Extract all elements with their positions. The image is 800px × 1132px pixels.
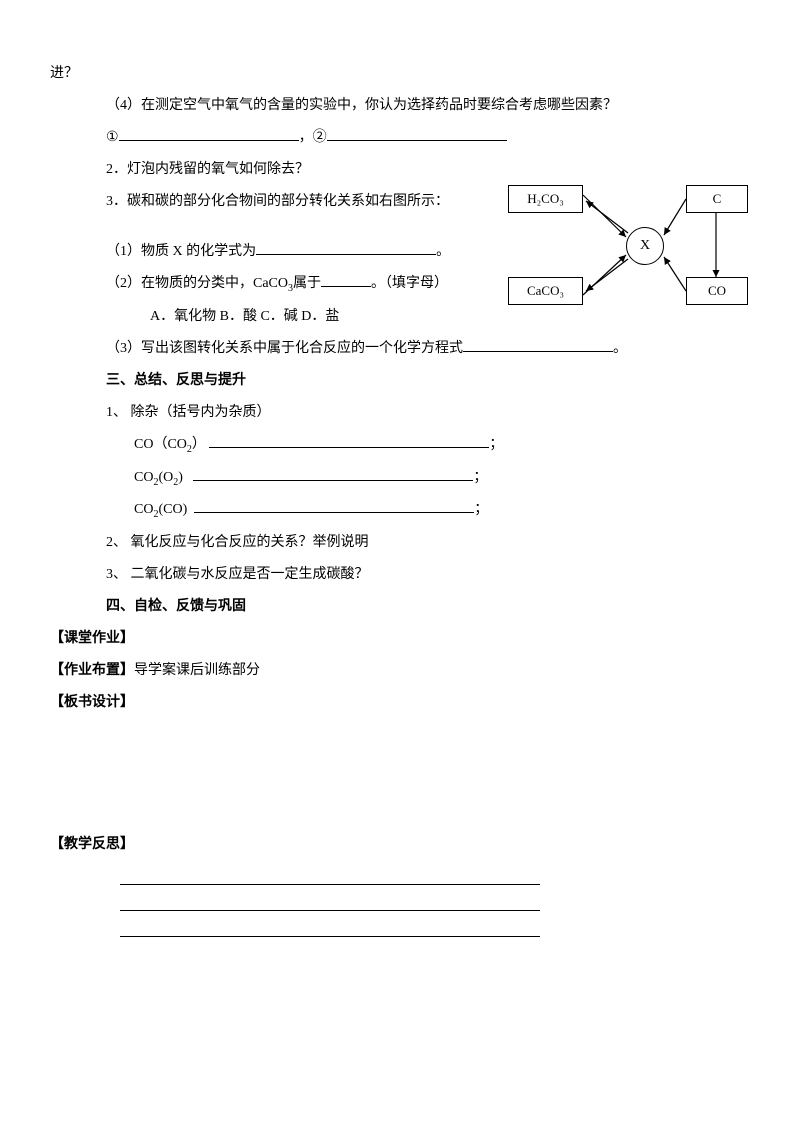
- r1-r: ）: [192, 437, 206, 452]
- classwork-label: 【课堂作业】: [50, 625, 750, 653]
- node-co: CO: [686, 277, 748, 305]
- homework-line: 【作业布置】导学案课后训练部分: [50, 657, 750, 685]
- reflection-line-1[interactable]: [120, 867, 540, 885]
- r2-r: ): [178, 470, 183, 485]
- prev-page-fragment: 进？: [50, 60, 750, 88]
- sub3-suffix: 。: [613, 341, 627, 356]
- sub3-blank[interactable]: [463, 338, 613, 352]
- section3-item1: 1、 除杂（括号内为杂质）: [50, 399, 750, 427]
- r3-m: (CO): [158, 502, 187, 517]
- r2-semi: ；: [473, 470, 487, 485]
- blank-input-1[interactable]: [119, 127, 299, 141]
- question-2-lamp: 2．灯泡内残留的氧气如何除去？: [50, 156, 750, 184]
- r3-l: CO: [134, 502, 153, 517]
- sub2-blank[interactable]: [321, 273, 371, 287]
- teaching-reflection-label: 【教学反思】: [50, 831, 750, 859]
- sub1-suffix: 。: [436, 244, 450, 259]
- blank-input-2[interactable]: [327, 127, 507, 141]
- r2-l: CO: [134, 470, 153, 485]
- r3-blank[interactable]: [194, 499, 474, 513]
- impurity-row-1: CO（CO2） ；: [50, 431, 750, 460]
- question-4: （4）在测定空气中氧气的含量的实验中，你认为选择药品时要综合考虑哪些因素？: [50, 92, 750, 120]
- sub2-prefix: （2）在物质的分类中，CaCO: [106, 276, 288, 291]
- r2-m: (O: [158, 470, 173, 485]
- node-x: X: [626, 227, 664, 265]
- node-h2co3: H₂CO₃: [508, 185, 583, 213]
- question-4-blanks: ① ，②: [50, 124, 750, 152]
- sub-question-2-options: A．氧化物 B．酸 C．碱 D．盐: [50, 303, 750, 331]
- homework-label: 【作业布置】: [50, 663, 134, 678]
- r2-blank[interactable]: [193, 467, 473, 481]
- reflection-line-3[interactable]: [120, 919, 540, 937]
- r1-semi: ；: [489, 437, 503, 452]
- section-3-title: 三、总结、反思与提升: [50, 367, 750, 395]
- sub3-prefix: （3）写出该图转化关系中属于化合反应的一个化学方程式: [106, 341, 463, 356]
- sub-question-3: （3）写出该图转化关系中属于化合反应的一个化学方程式 。: [50, 335, 750, 363]
- homework-text: 导学案课后训练部分: [134, 663, 260, 678]
- carbon-diagram: H₂CO₃ C CaCO₃ CO X: [508, 185, 748, 305]
- r1-blank[interactable]: [209, 434, 489, 448]
- section3-item2: 2、 氧化反应与化合反应的关系？举例说明: [50, 529, 750, 557]
- sub1-blank[interactable]: [256, 241, 436, 255]
- separator: ，: [299, 130, 313, 145]
- section-4-title: 四、自检、反馈与巩固: [50, 593, 750, 621]
- sub2-mid: 属于: [293, 276, 321, 291]
- board-design-label: 【板书设计】: [50, 689, 750, 717]
- section3-item3: 3、 二氧化碳与水反应是否一定生成碳酸？: [50, 561, 750, 589]
- reflection-line-2[interactable]: [120, 893, 540, 911]
- blank-label-1: ①: [106, 130, 119, 145]
- node-caco3: CaCO₃: [508, 277, 583, 305]
- impurity-row-3: CO2(CO) ；: [50, 496, 750, 525]
- impurity-row-2: CO2(O2) ；: [50, 464, 750, 493]
- r3-semi: ；: [474, 502, 488, 517]
- node-c: C: [686, 185, 748, 213]
- sub2-suffix: 。（填字母）: [371, 276, 448, 291]
- r1-l: CO（CO: [134, 437, 187, 452]
- blank-label-2: ②: [313, 130, 327, 145]
- sub1-prefix: （1）物质 X 的化学式为: [106, 244, 256, 259]
